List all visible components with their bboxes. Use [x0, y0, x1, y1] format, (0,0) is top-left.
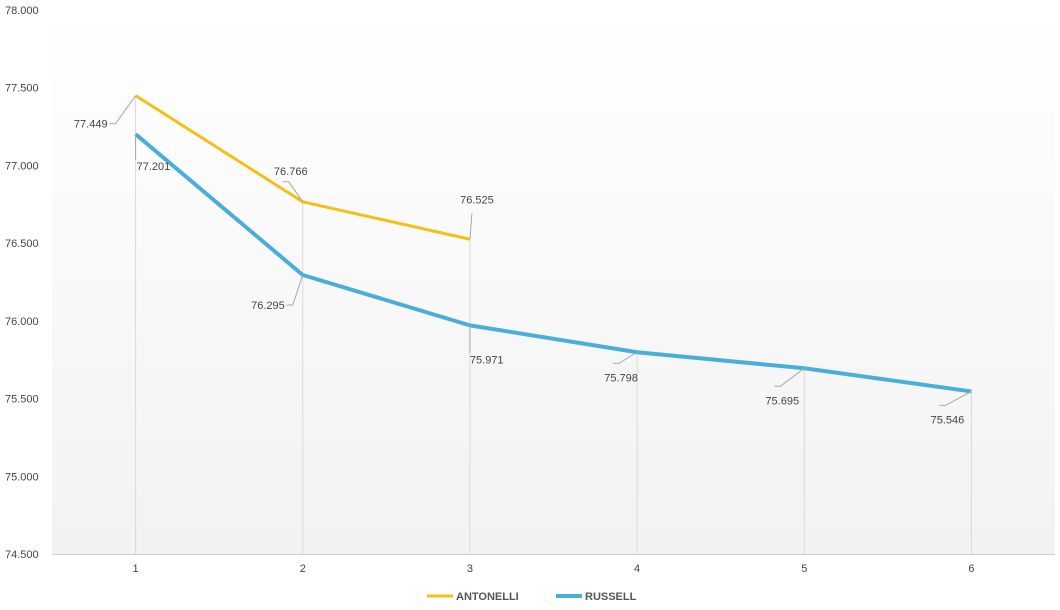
x-tick-label: 6: [968, 563, 974, 575]
data-label-leader: [282, 181, 304, 203]
data-label-leader: [286, 274, 304, 306]
y-tick-label: 78.000: [5, 5, 39, 17]
y-tick-label: 75.000: [5, 471, 39, 483]
data-label: 76.766: [274, 166, 308, 178]
x-tick-label: 3: [467, 563, 473, 575]
data-label-leader: [613, 351, 638, 364]
data-label-leader: [774, 367, 805, 387]
data-label-leader: [469, 213, 473, 240]
x-tick-label: 2: [300, 563, 306, 575]
y-tick-label: 76.500: [5, 238, 39, 250]
data-label: 77.449: [74, 119, 108, 131]
data-label: 75.546: [931, 414, 965, 426]
legend-label: ANTONELLI: [456, 591, 519, 603]
legend-item-antonelli[interactable]: ANTONELLI: [427, 591, 519, 603]
y-tick-label: 74.500: [5, 549, 39, 561]
series-line-russell: [134, 132, 972, 394]
data-label: 76.295: [251, 300, 285, 312]
data-label: 75.798: [604, 372, 638, 384]
y-tick-label: 76.000: [5, 316, 39, 328]
y-tick-label: 77.000: [5, 160, 39, 172]
data-label: 77.201: [137, 161, 171, 173]
x-tick-label: 5: [801, 563, 807, 575]
x-tick-label: 4: [634, 563, 640, 575]
legend-label: RUSSELL: [585, 591, 637, 603]
plot-area: [52, 10, 1055, 554]
y-tick-label: 77.500: [5, 83, 39, 95]
legend-item-russell[interactable]: RUSSELL: [556, 591, 637, 603]
data-label: 75.971: [470, 354, 504, 366]
y-tick-label: 75.500: [5, 394, 39, 406]
data-label-leader: [939, 390, 972, 406]
data-label: 75.695: [765, 395, 799, 407]
x-tick-label: 1: [133, 563, 139, 575]
data-label-leader: [109, 95, 136, 125]
data-label: 76.525: [460, 194, 494, 206]
